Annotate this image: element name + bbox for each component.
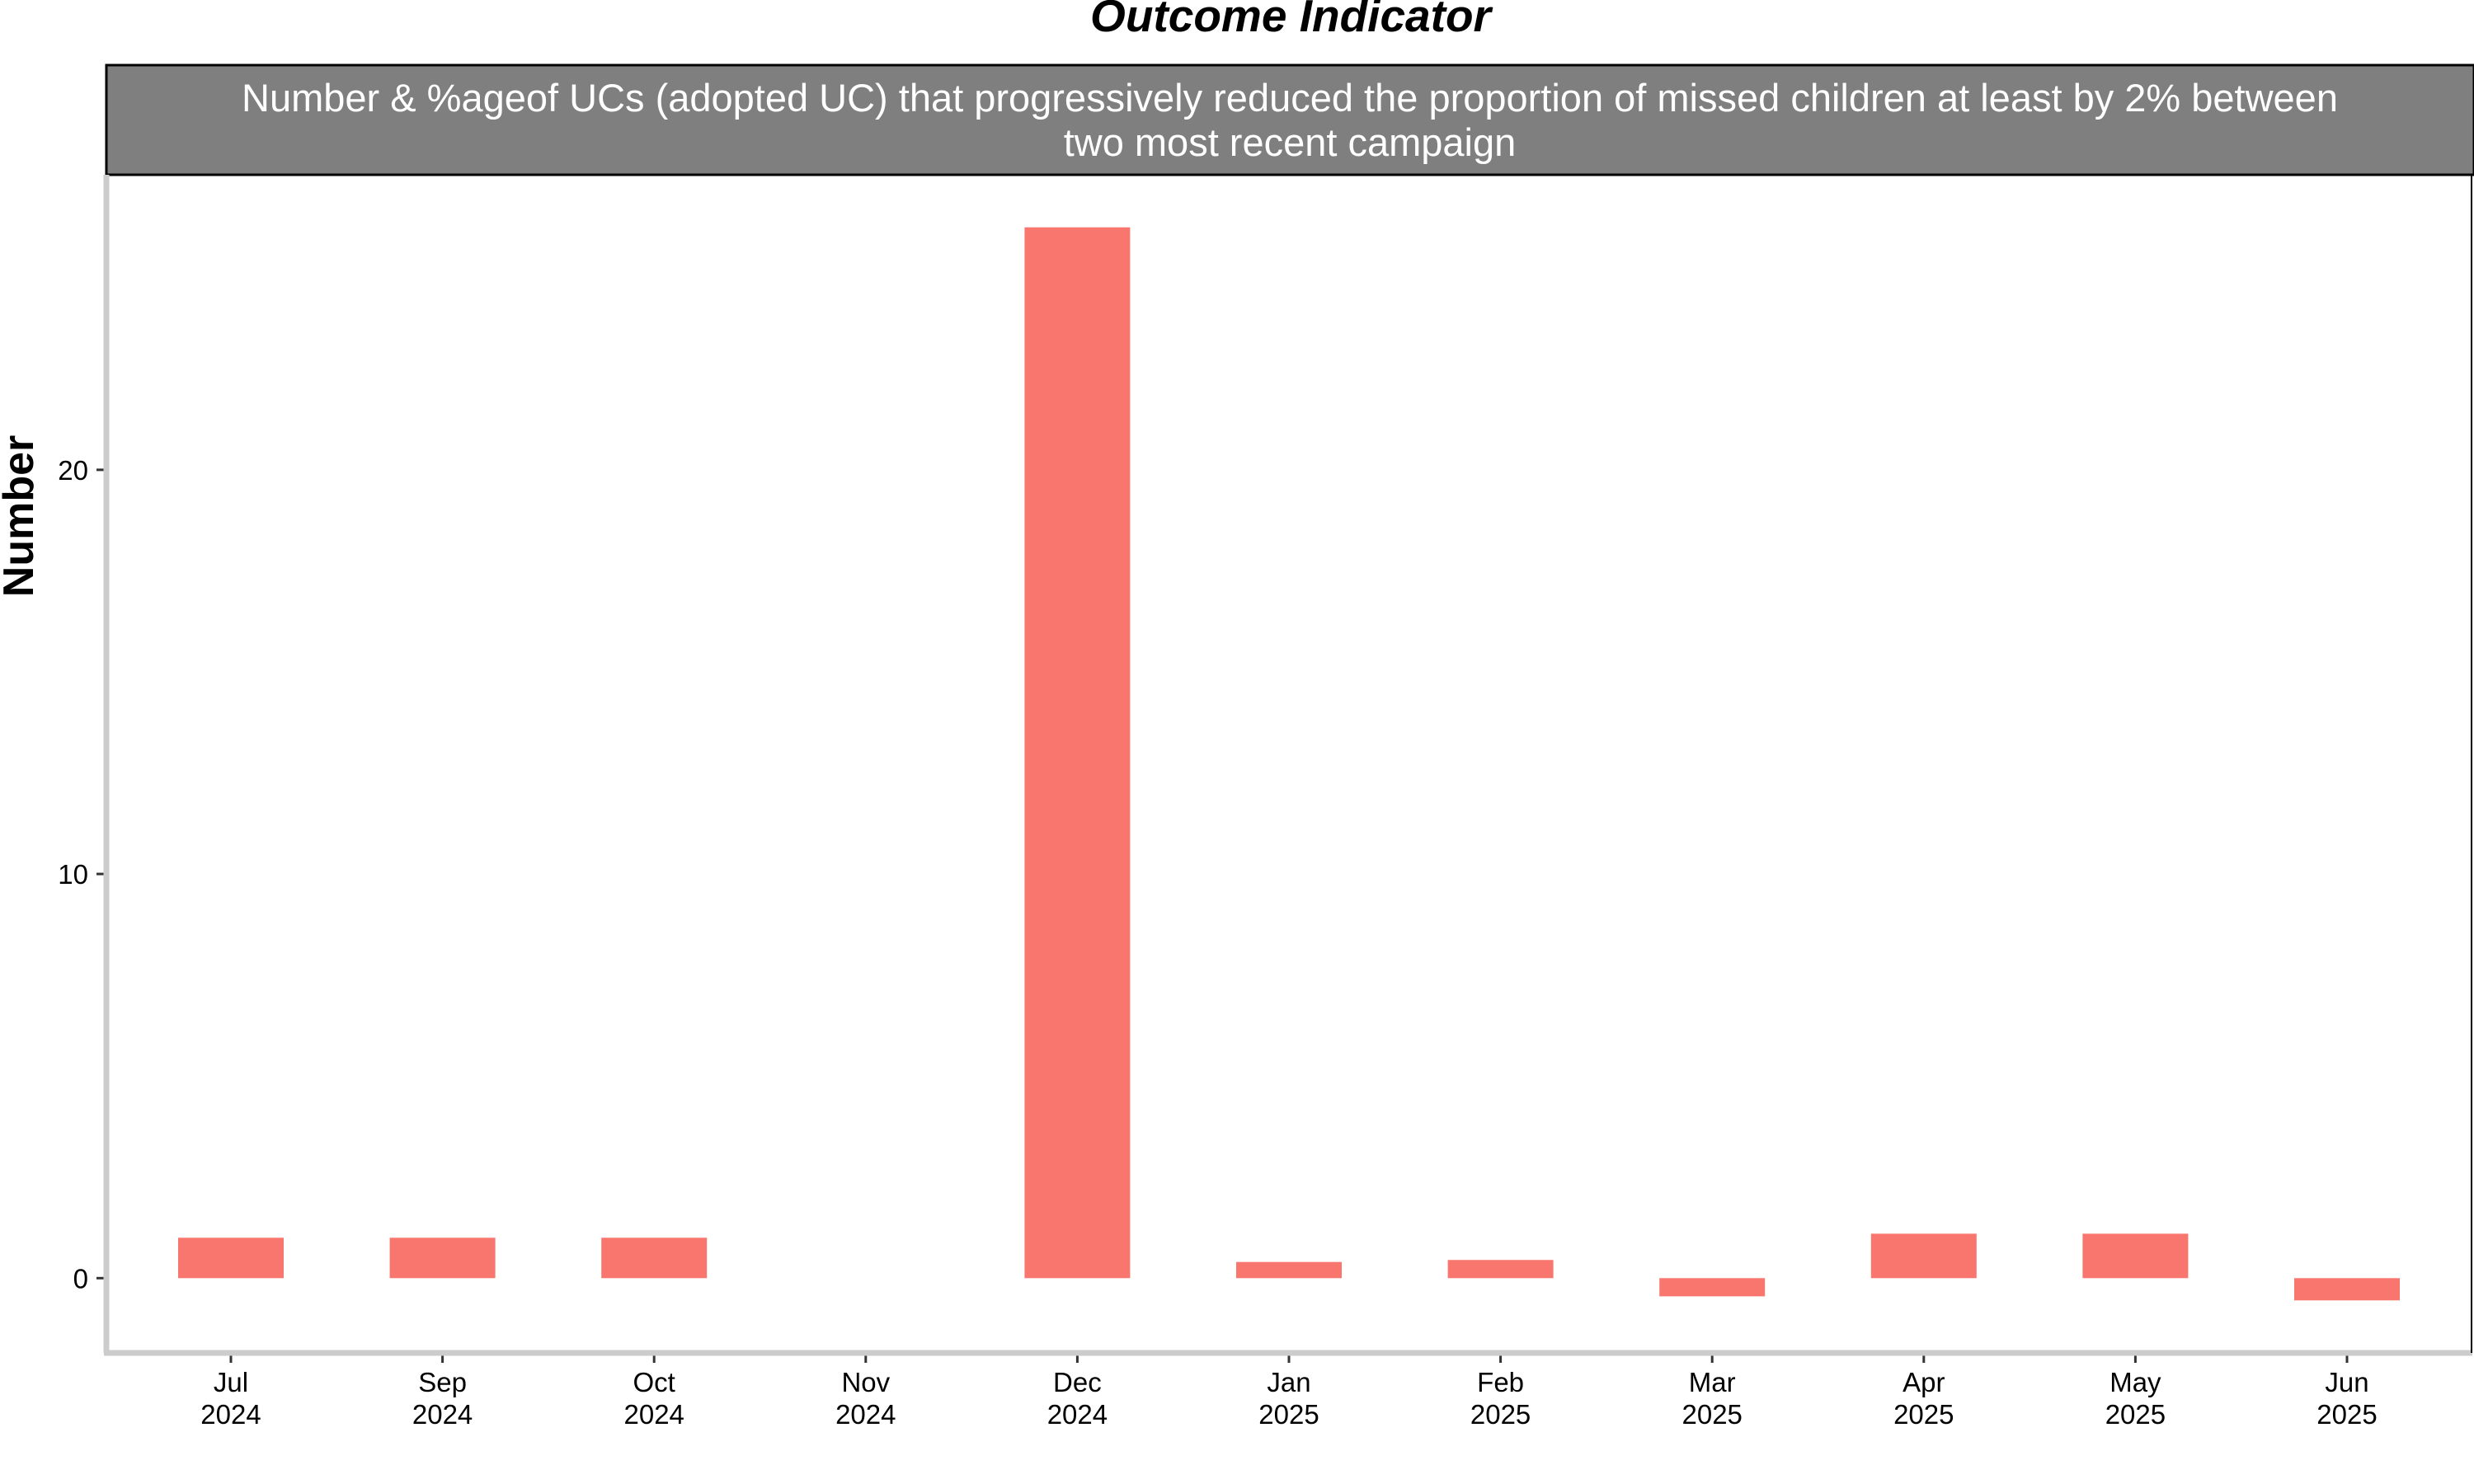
bar-apr-2025: [1870, 1233, 1977, 1279]
x-axis-ticks: Jul2024Sep2024Oct2024Nov2024Dec2024Jan20…: [200, 1355, 2378, 1430]
x-tick-label-year: 2025: [1470, 1399, 1531, 1430]
bar-jul-2024: [178, 1237, 284, 1279]
x-tick-label-year: 2024: [1047, 1399, 1108, 1430]
x-tick-label-month: Dec: [1053, 1367, 1102, 1397]
x-tick-label-month: Apr: [1903, 1367, 1945, 1397]
x-tick-label-month: Oct: [633, 1367, 675, 1397]
x-tick-label-year: 2024: [412, 1399, 473, 1430]
subtitle-line-1: Number & %ageof UCs (adopted UC) that pr…: [242, 76, 2338, 120]
bar-dec-2024: [1024, 227, 1131, 1279]
y-tick-label: 0: [73, 1263, 88, 1294]
x-tick-label-month: Nov: [841, 1367, 890, 1397]
panel-strip: [105, 63, 2474, 176]
x-tick-label-year: 2025: [1893, 1399, 1954, 1430]
y-tick-label: 20: [58, 455, 88, 486]
x-tick-label-year: 2024: [623, 1399, 684, 1430]
subtitle-line-2: two most recent campaign: [1064, 120, 1517, 164]
x-tick-label-month: Jan: [1267, 1367, 1310, 1397]
bar-mar-2025: [1659, 1278, 1766, 1297]
bar-oct-2024: [601, 1237, 708, 1279]
x-tick-label-month: Mar: [1689, 1367, 1736, 1397]
x-tick-label-month: May: [2109, 1367, 2161, 1397]
x-tick-label-month: Jun: [2325, 1367, 2368, 1397]
y-tick-label: 10: [58, 859, 88, 890]
x-tick-label-year: 2024: [835, 1399, 896, 1430]
x-tick-label-year: 2025: [1681, 1399, 1742, 1430]
bar-jun-2025: [2294, 1278, 2400, 1301]
x-tick-label-year: 2024: [200, 1399, 261, 1430]
bar-sep-2024: [389, 1237, 496, 1279]
y-axis-ticks: 0 10 20: [58, 455, 104, 1294]
x-tick-label-month: Sep: [418, 1367, 467, 1397]
bar-feb-2025: [1447, 1260, 1554, 1279]
x-tick-label-year: 2025: [2316, 1399, 2377, 1430]
y-axis-label: Number: [0, 435, 43, 597]
x-tick-label-year: 2025: [2105, 1399, 2166, 1430]
chart-title: Outcome Indicator: [1090, 0, 1493, 41]
x-tick-label-month: Jul: [214, 1367, 248, 1397]
bar-may-2025: [2082, 1233, 2189, 1279]
bar-jan-2025: [1236, 1261, 1342, 1279]
bars: [178, 227, 2400, 1301]
x-tick-label-year: 2025: [1258, 1399, 1319, 1430]
x-tick-label-month: Feb: [1477, 1367, 1524, 1397]
